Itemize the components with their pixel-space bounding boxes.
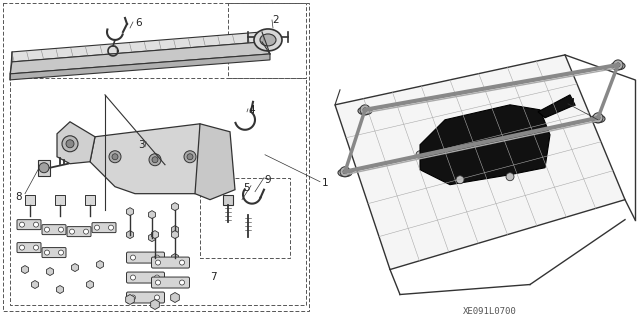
Circle shape [616, 63, 620, 67]
Polygon shape [12, 32, 262, 62]
Circle shape [109, 151, 121, 163]
Circle shape [613, 60, 623, 70]
Circle shape [62, 136, 78, 152]
Text: 1: 1 [570, 98, 577, 108]
Bar [55, 195, 65, 205]
Text: 3: 3 [138, 140, 145, 150]
FancyBboxPatch shape [152, 277, 189, 288]
Circle shape [45, 250, 49, 255]
Circle shape [179, 280, 184, 285]
Circle shape [343, 170, 347, 174]
Circle shape [536, 121, 544, 129]
Circle shape [45, 227, 49, 232]
Circle shape [596, 116, 600, 120]
Circle shape [156, 260, 161, 265]
Circle shape [131, 275, 136, 280]
Bar [85, 195, 95, 205]
Circle shape [19, 245, 24, 250]
Circle shape [179, 260, 184, 265]
Circle shape [58, 250, 63, 255]
Circle shape [83, 229, 88, 234]
Circle shape [131, 255, 136, 260]
Bar [200, 178, 290, 257]
Ellipse shape [591, 115, 605, 123]
Circle shape [187, 154, 193, 160]
Circle shape [184, 151, 196, 163]
FancyBboxPatch shape [17, 220, 41, 230]
Bar [223, 195, 233, 205]
Circle shape [363, 108, 367, 112]
Polygon shape [538, 95, 575, 118]
Circle shape [33, 245, 38, 250]
Circle shape [19, 222, 24, 227]
Circle shape [112, 154, 118, 160]
Ellipse shape [358, 107, 372, 115]
Polygon shape [195, 124, 235, 200]
Text: 6: 6 [135, 18, 141, 28]
Circle shape [340, 167, 350, 177]
Text: 8: 8 [15, 192, 22, 202]
Circle shape [154, 255, 159, 260]
Circle shape [593, 113, 603, 123]
FancyBboxPatch shape [127, 292, 164, 303]
Ellipse shape [611, 62, 625, 70]
Circle shape [456, 176, 464, 184]
Circle shape [154, 275, 159, 280]
FancyBboxPatch shape [152, 257, 189, 268]
Circle shape [58, 227, 63, 232]
Circle shape [109, 225, 113, 230]
Circle shape [33, 222, 38, 227]
Text: 7: 7 [210, 271, 216, 282]
Circle shape [476, 134, 484, 142]
Circle shape [39, 163, 49, 173]
Circle shape [360, 105, 370, 115]
Circle shape [131, 295, 136, 300]
Circle shape [70, 229, 74, 234]
Circle shape [416, 151, 424, 159]
Ellipse shape [338, 169, 352, 177]
Polygon shape [420, 105, 550, 185]
Text: XE091L0700: XE091L0700 [463, 308, 517, 316]
Bar [38, 160, 50, 176]
FancyBboxPatch shape [42, 225, 66, 234]
Polygon shape [90, 124, 210, 194]
FancyBboxPatch shape [127, 252, 164, 263]
Polygon shape [57, 122, 95, 164]
Ellipse shape [260, 34, 276, 46]
Text: 4: 4 [248, 105, 255, 115]
Bar [25, 195, 35, 205]
Polygon shape [335, 55, 625, 270]
Circle shape [149, 154, 161, 166]
FancyBboxPatch shape [67, 226, 91, 237]
Text: 9: 9 [264, 175, 271, 185]
FancyBboxPatch shape [17, 242, 41, 253]
Bar [3, 3, 309, 311]
FancyBboxPatch shape [42, 248, 66, 257]
FancyBboxPatch shape [127, 272, 164, 283]
Polygon shape [10, 54, 270, 80]
Text: 1: 1 [322, 178, 328, 188]
Circle shape [156, 280, 161, 285]
Circle shape [66, 140, 74, 148]
Text: 2: 2 [272, 15, 278, 25]
FancyBboxPatch shape [92, 223, 116, 233]
Bar [228, 3, 306, 78]
Circle shape [506, 173, 514, 181]
Ellipse shape [254, 29, 282, 51]
Bar [10, 78, 306, 306]
Polygon shape [10, 42, 270, 74]
Text: 5: 5 [243, 183, 250, 193]
Circle shape [154, 295, 159, 300]
Circle shape [95, 225, 99, 230]
Circle shape [152, 157, 158, 163]
